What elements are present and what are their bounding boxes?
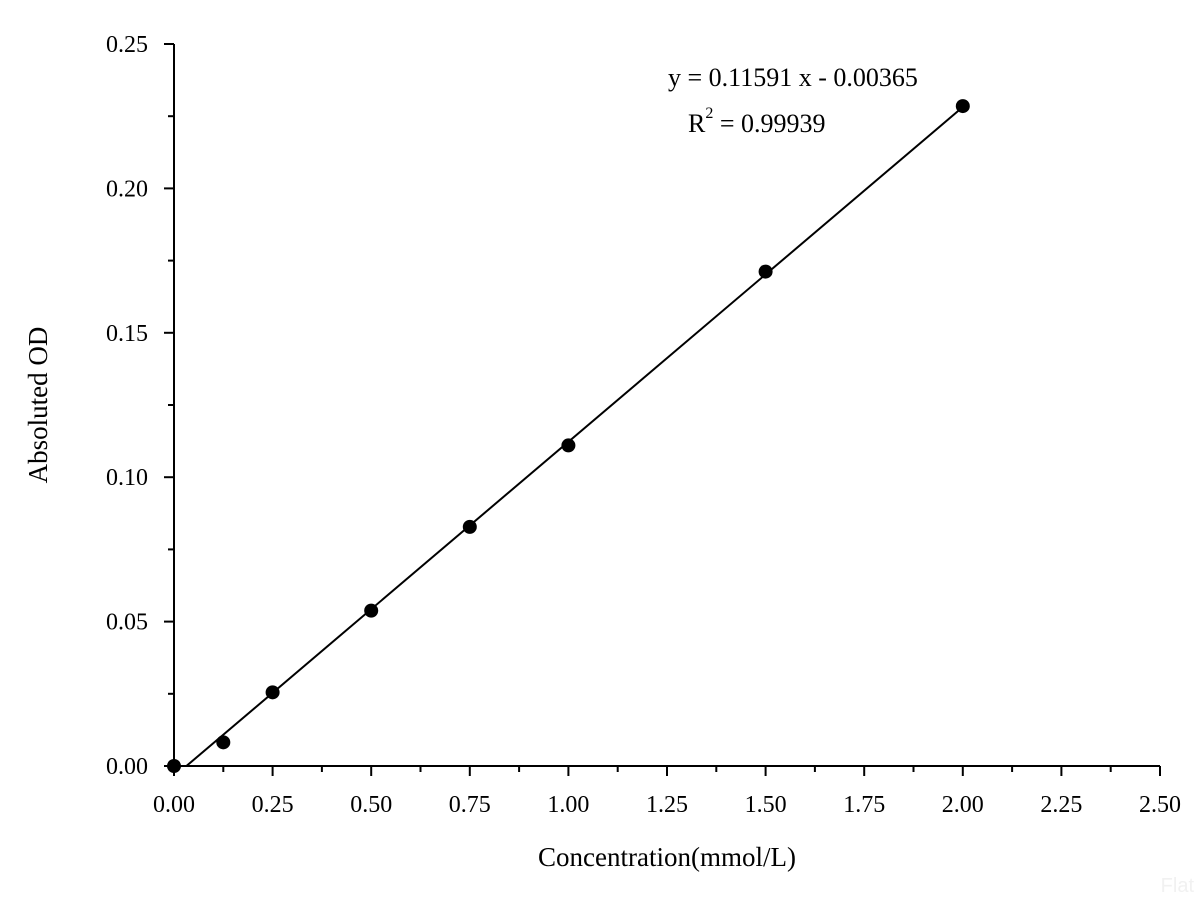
data-point (561, 438, 576, 453)
r-squared-base: R (688, 109, 706, 138)
data-point (462, 519, 477, 534)
fit-line (185, 106, 964, 767)
data-point (216, 735, 231, 750)
y-axis-title: Absoluted OD (23, 327, 53, 484)
r-squared-label: R2 = 0.99939 (688, 105, 826, 138)
y-tick-label: 0.20 (106, 176, 148, 202)
data-points (167, 99, 970, 773)
watermark: Flat (1160, 875, 1194, 897)
x-tick-label: 0.50 (350, 792, 392, 818)
axes (173, 44, 1160, 767)
tick-labels: 0.00 0.25 0.50 0.75 1.00 1.25 1.50 1.75 2.00 2.25… (106, 32, 1181, 818)
x-tick-label: 0.75 (449, 792, 491, 818)
y-tick-label: 0.05 (106, 610, 148, 636)
y-tick-label: 0.25 (106, 32, 148, 58)
data-point (758, 264, 773, 279)
y-tick-label: 0.00 (106, 754, 148, 780)
ticks (164, 43, 1161, 776)
r-squared-value: = 0.99939 (713, 109, 825, 138)
x-tick-label: 1.00 (547, 792, 589, 818)
x-tick-label: 1.25 (646, 792, 688, 818)
y-tick-label: 0.10 (106, 465, 148, 491)
x-tick-label: 0.25 (252, 792, 294, 818)
data-point (364, 603, 379, 618)
data-point (265, 685, 280, 700)
x-tick-label: 0.00 (153, 792, 195, 818)
y-tick-label: 0.15 (106, 321, 148, 347)
data-point (167, 759, 181, 773)
x-tick-label: 2.00 (942, 792, 984, 818)
r-squared-exponent: 2 (705, 105, 713, 122)
x-tick-label: 2.50 (1139, 792, 1181, 818)
x-axis-title: Concentration(mmol/L) (538, 842, 796, 872)
x-tick-label: 2.25 (1040, 792, 1082, 818)
x-tick-label: 1.75 (843, 792, 885, 818)
x-tick-label: 1.50 (745, 792, 787, 818)
fit-equation-label: y = 0.11591 x - 0.00365 (668, 63, 918, 92)
data-point (955, 99, 970, 114)
